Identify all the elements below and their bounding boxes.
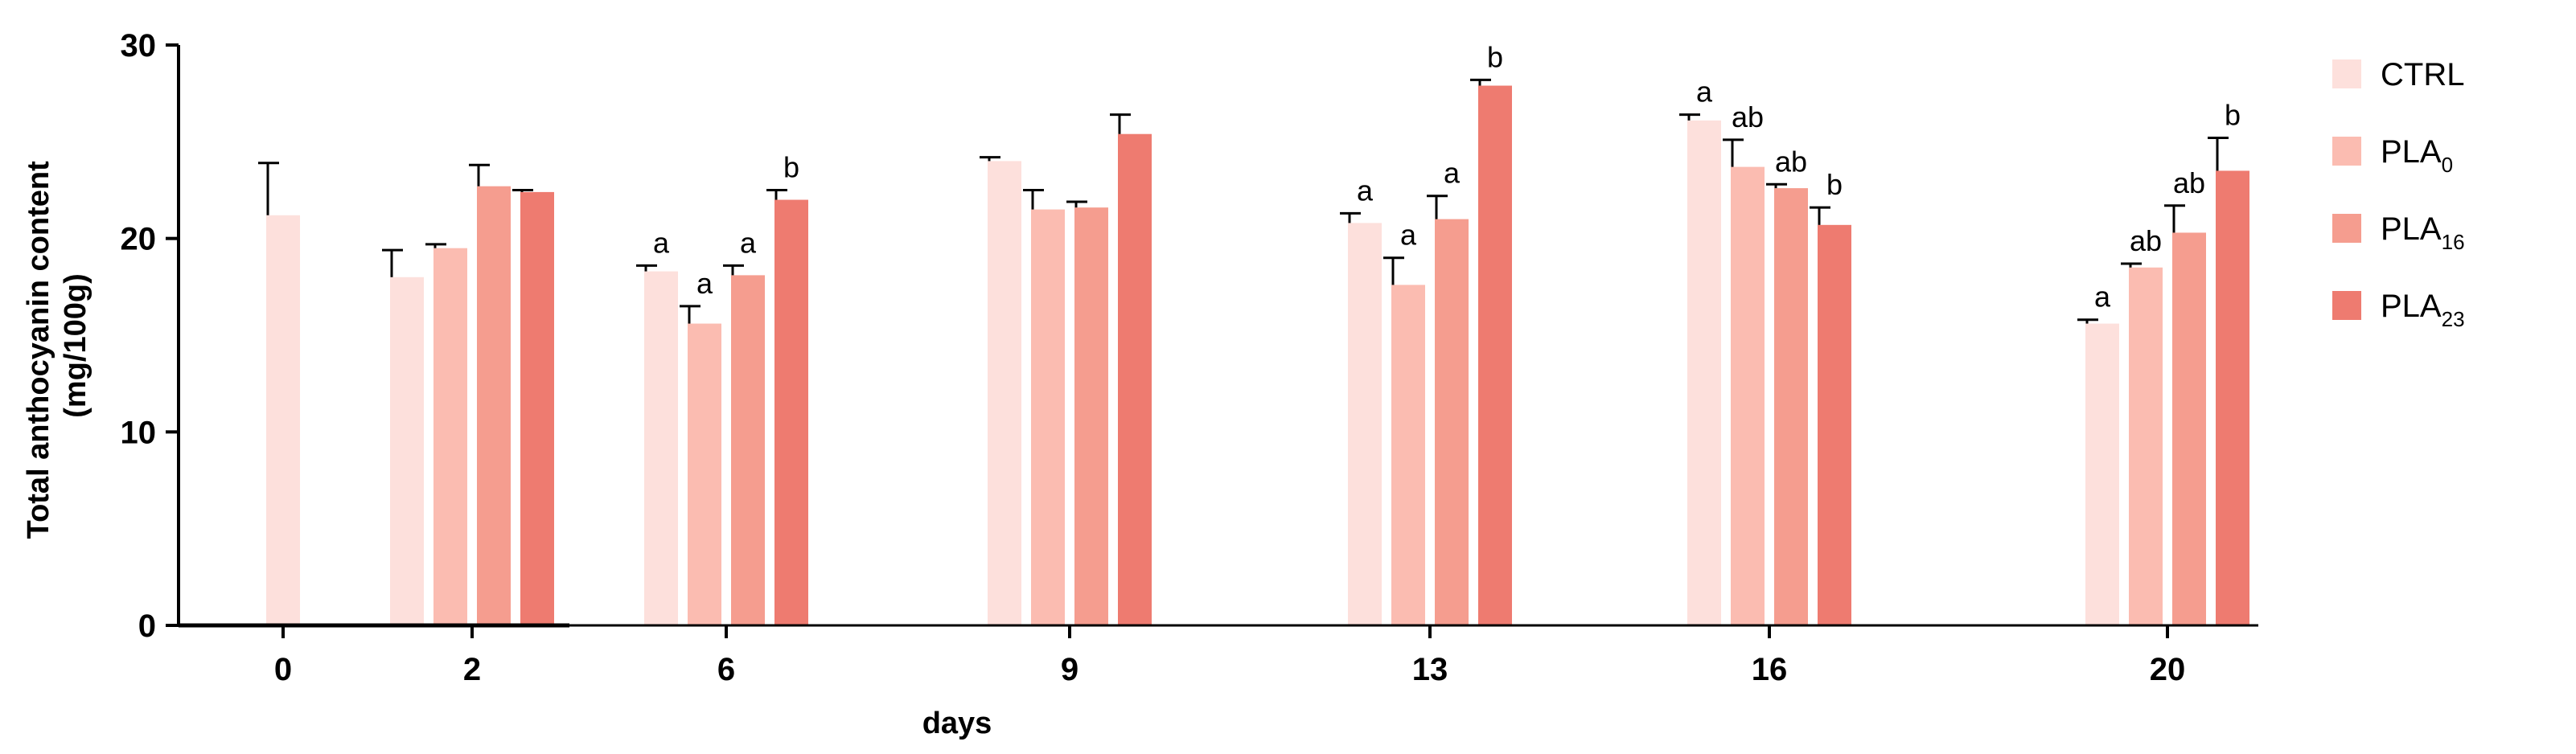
legend-swatch-PLA16	[2332, 214, 2361, 243]
bar-PLA23-day-13	[1478, 85, 1512, 626]
legend-swatch-PLA0	[2332, 137, 2361, 166]
x-axis-title: days	[922, 707, 992, 740]
bar-CTRL-day-16	[1687, 120, 1721, 626]
bar-PLA16-day-13	[1435, 219, 1469, 625]
y-tick-label-20: 20	[121, 222, 157, 257]
sig-label-CTRL-day-13: a	[1357, 174, 1374, 207]
bar-PLA0-day-6	[688, 323, 721, 625]
bar-CTRL-day-0	[266, 215, 300, 625]
bar-CTRL-day-9	[988, 161, 1021, 625]
sig-label-PLA23-day-20: b	[2225, 99, 2241, 132]
legend-swatch-CTRL	[2332, 59, 2361, 88]
y-tick-label-0: 0	[138, 609, 156, 644]
legend: CTRL PLA0 PLA16 PLA23	[2332, 57, 2465, 331]
bar-PLA16-day-6	[731, 275, 765, 625]
y-axis-title-line-1: Total anthocyanin content	[22, 161, 55, 539]
legend-label-PLA23: PLA23	[2381, 289, 2465, 331]
y-axis-title-line-2: (mg/100g)	[59, 273, 92, 417]
sig-label-PLA16-day-16: ab	[1775, 145, 1807, 178]
legend-item-CTRL: CTRL	[2332, 57, 2464, 92]
bar-PLA23-day-6	[774, 199, 808, 626]
legend-item-PLA23: PLA23	[2332, 289, 2465, 331]
bars-layer	[266, 85, 2249, 626]
axes-layer: 0 10 20 30 0 2 6 9 13 16 20	[121, 28, 2258, 687]
sig-label-PLA0-day-6: a	[696, 267, 713, 300]
sig-label-PLA16-day-20: ab	[2173, 166, 2205, 199]
legend-label-PLA16: PLA16	[2381, 211, 2465, 254]
y-tick-label-30: 30	[121, 28, 157, 64]
x-tick-label-13: 13	[1412, 652, 1448, 687]
x-tick-label-20: 20	[2150, 652, 2186, 687]
error-bars-layer	[258, 78, 2229, 324]
sig-label-PLA0-day-13: a	[1400, 219, 1417, 252]
sig-label-PLA23-day-13: b	[1487, 40, 1503, 73]
sig-label-PLA16-day-6: a	[740, 226, 757, 259]
bar-CTRL-day-13	[1348, 223, 1382, 625]
bar-PLA16-day-2	[477, 186, 511, 626]
bar-CTRL-day-2	[390, 277, 424, 625]
bar-PLA16-day-9	[1074, 207, 1108, 625]
y-axis-title: Total anthocyanin content (mg/100g)	[22, 153, 92, 539]
bar-PLA23-day-16	[1818, 224, 1851, 625]
sig-label-CTRL-day-6: a	[653, 226, 670, 259]
sig-label-PLA16-day-13: a	[1444, 157, 1461, 190]
sig-label-CTRL-day-20: a	[2094, 281, 2111, 313]
sig-label-PLA23-day-16: b	[1826, 168, 1843, 201]
bar-PLA0-day-20	[2129, 267, 2163, 625]
sig-label-PLA0-day-20: ab	[2130, 224, 2162, 257]
bar-PLA23-day-20	[2216, 170, 2249, 625]
x-tick-label-16: 16	[1752, 652, 1788, 687]
legend-item-PLA16: PLA16	[2332, 211, 2465, 254]
x-tick-label-9: 9	[1061, 652, 1078, 687]
x-tick-label-0: 0	[274, 652, 292, 687]
bar-PLA0-day-13	[1391, 285, 1425, 625]
bar-PLA16-day-20	[2172, 232, 2206, 625]
bar-PLA0-day-2	[433, 248, 467, 625]
x-tick-label-6: 6	[717, 652, 735, 687]
sig-label-PLA0-day-16: ab	[1732, 100, 1764, 133]
y-tick-label-10: 10	[121, 415, 157, 450]
legend-label-CTRL: CTRL	[2381, 57, 2464, 92]
bar-PLA23-day-2	[520, 191, 554, 625]
legend-label-PLA0: PLA0	[2381, 134, 2453, 177]
legend-item-PLA0: PLA0	[2332, 134, 2453, 177]
sig-label-CTRL-day-16: a	[1696, 76, 1713, 109]
bar-CTRL-day-20	[2085, 323, 2119, 625]
bar-PLA0-day-16	[1731, 166, 1765, 625]
legend-swatch-PLA23	[2332, 291, 2361, 320]
bar-PLA23-day-9	[1118, 133, 1152, 625]
sig-label-PLA23-day-6: b	[783, 151, 799, 184]
x-tick-label-2: 2	[463, 652, 481, 687]
bar-PLA0-day-9	[1031, 209, 1065, 626]
bar-PLA16-day-16	[1774, 188, 1808, 626]
bar-CTRL-day-6	[644, 271, 678, 625]
